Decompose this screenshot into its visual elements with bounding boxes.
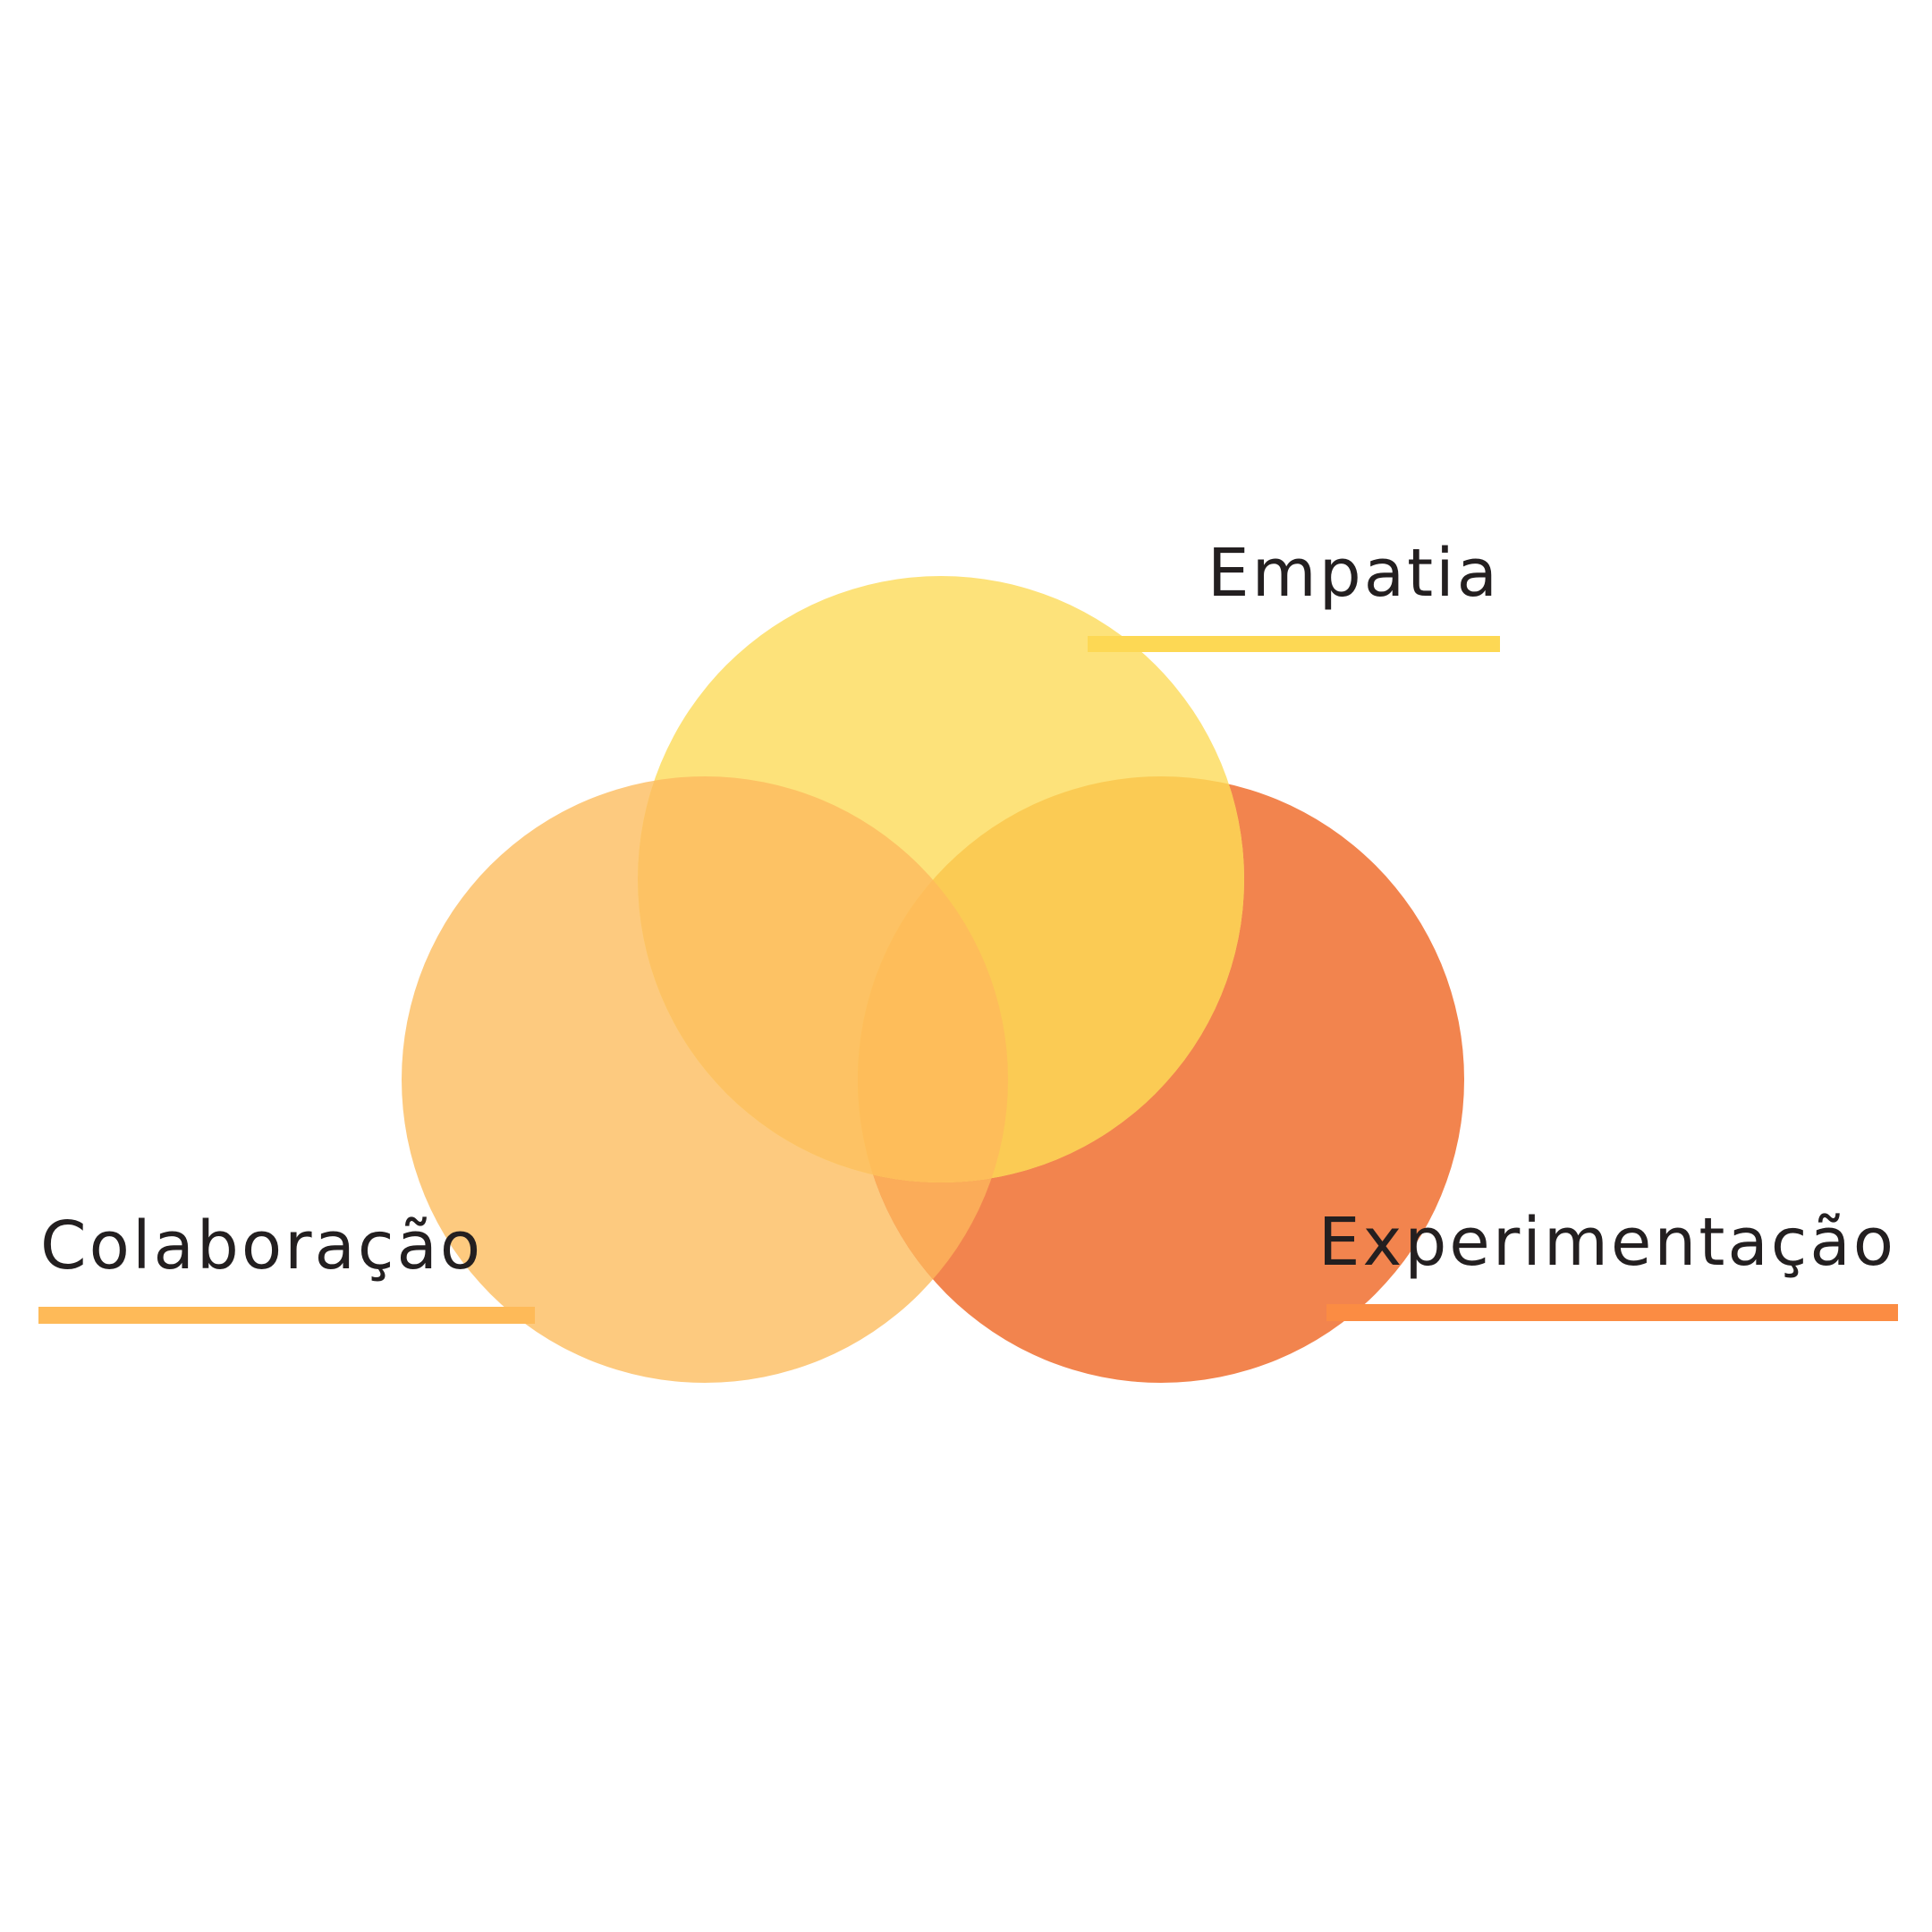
label-colaboracao: Colaboração — [40, 1208, 483, 1284]
experimentacao-underline — [1326, 1304, 1898, 1321]
label-empatia: Empatia — [1208, 535, 1500, 612]
label-experimentacao: Experimentação — [1318, 1204, 1896, 1281]
overlap-empatia-experimentacao — [858, 776, 1244, 1182]
colaboracao-underline — [38, 1307, 535, 1324]
empatia-underline — [1088, 636, 1500, 652]
